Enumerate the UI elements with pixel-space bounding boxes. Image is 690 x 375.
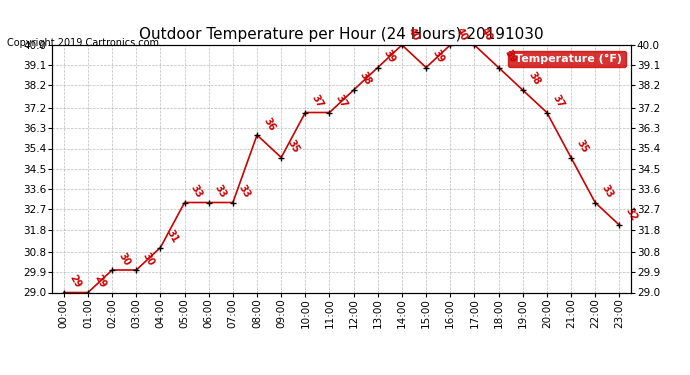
Text: 35: 35	[575, 138, 591, 155]
Text: 31: 31	[165, 228, 180, 245]
Text: 38: 38	[527, 70, 542, 87]
Text: 39: 39	[382, 48, 397, 65]
Text: 35: 35	[286, 138, 301, 155]
Text: 33: 33	[189, 183, 204, 200]
Text: 33: 33	[237, 183, 253, 200]
Text: 33: 33	[213, 183, 228, 200]
Text: 37: 37	[334, 93, 349, 110]
Text: 40: 40	[406, 26, 422, 42]
Text: 37: 37	[310, 93, 325, 110]
Text: 36: 36	[262, 116, 277, 132]
Text: 30: 30	[117, 251, 132, 267]
Text: 33: 33	[600, 183, 615, 200]
Text: 37: 37	[551, 93, 566, 110]
Text: 38: 38	[358, 70, 373, 87]
Text: 30: 30	[141, 251, 156, 267]
Text: 29: 29	[92, 273, 108, 290]
Text: 39: 39	[431, 48, 446, 65]
Legend: Temperature (°F): Temperature (°F)	[508, 51, 626, 67]
Text: 32: 32	[624, 206, 639, 222]
Text: 29: 29	[68, 273, 83, 290]
Title: Outdoor Temperature per Hour (24 Hours) 20191030: Outdoor Temperature per Hour (24 Hours) …	[139, 27, 544, 42]
Text: 39: 39	[503, 48, 518, 65]
Text: 40: 40	[455, 26, 470, 42]
Text: 40: 40	[479, 26, 494, 42]
Text: Copyright 2019 Cartronics.com: Copyright 2019 Cartronics.com	[7, 38, 159, 48]
